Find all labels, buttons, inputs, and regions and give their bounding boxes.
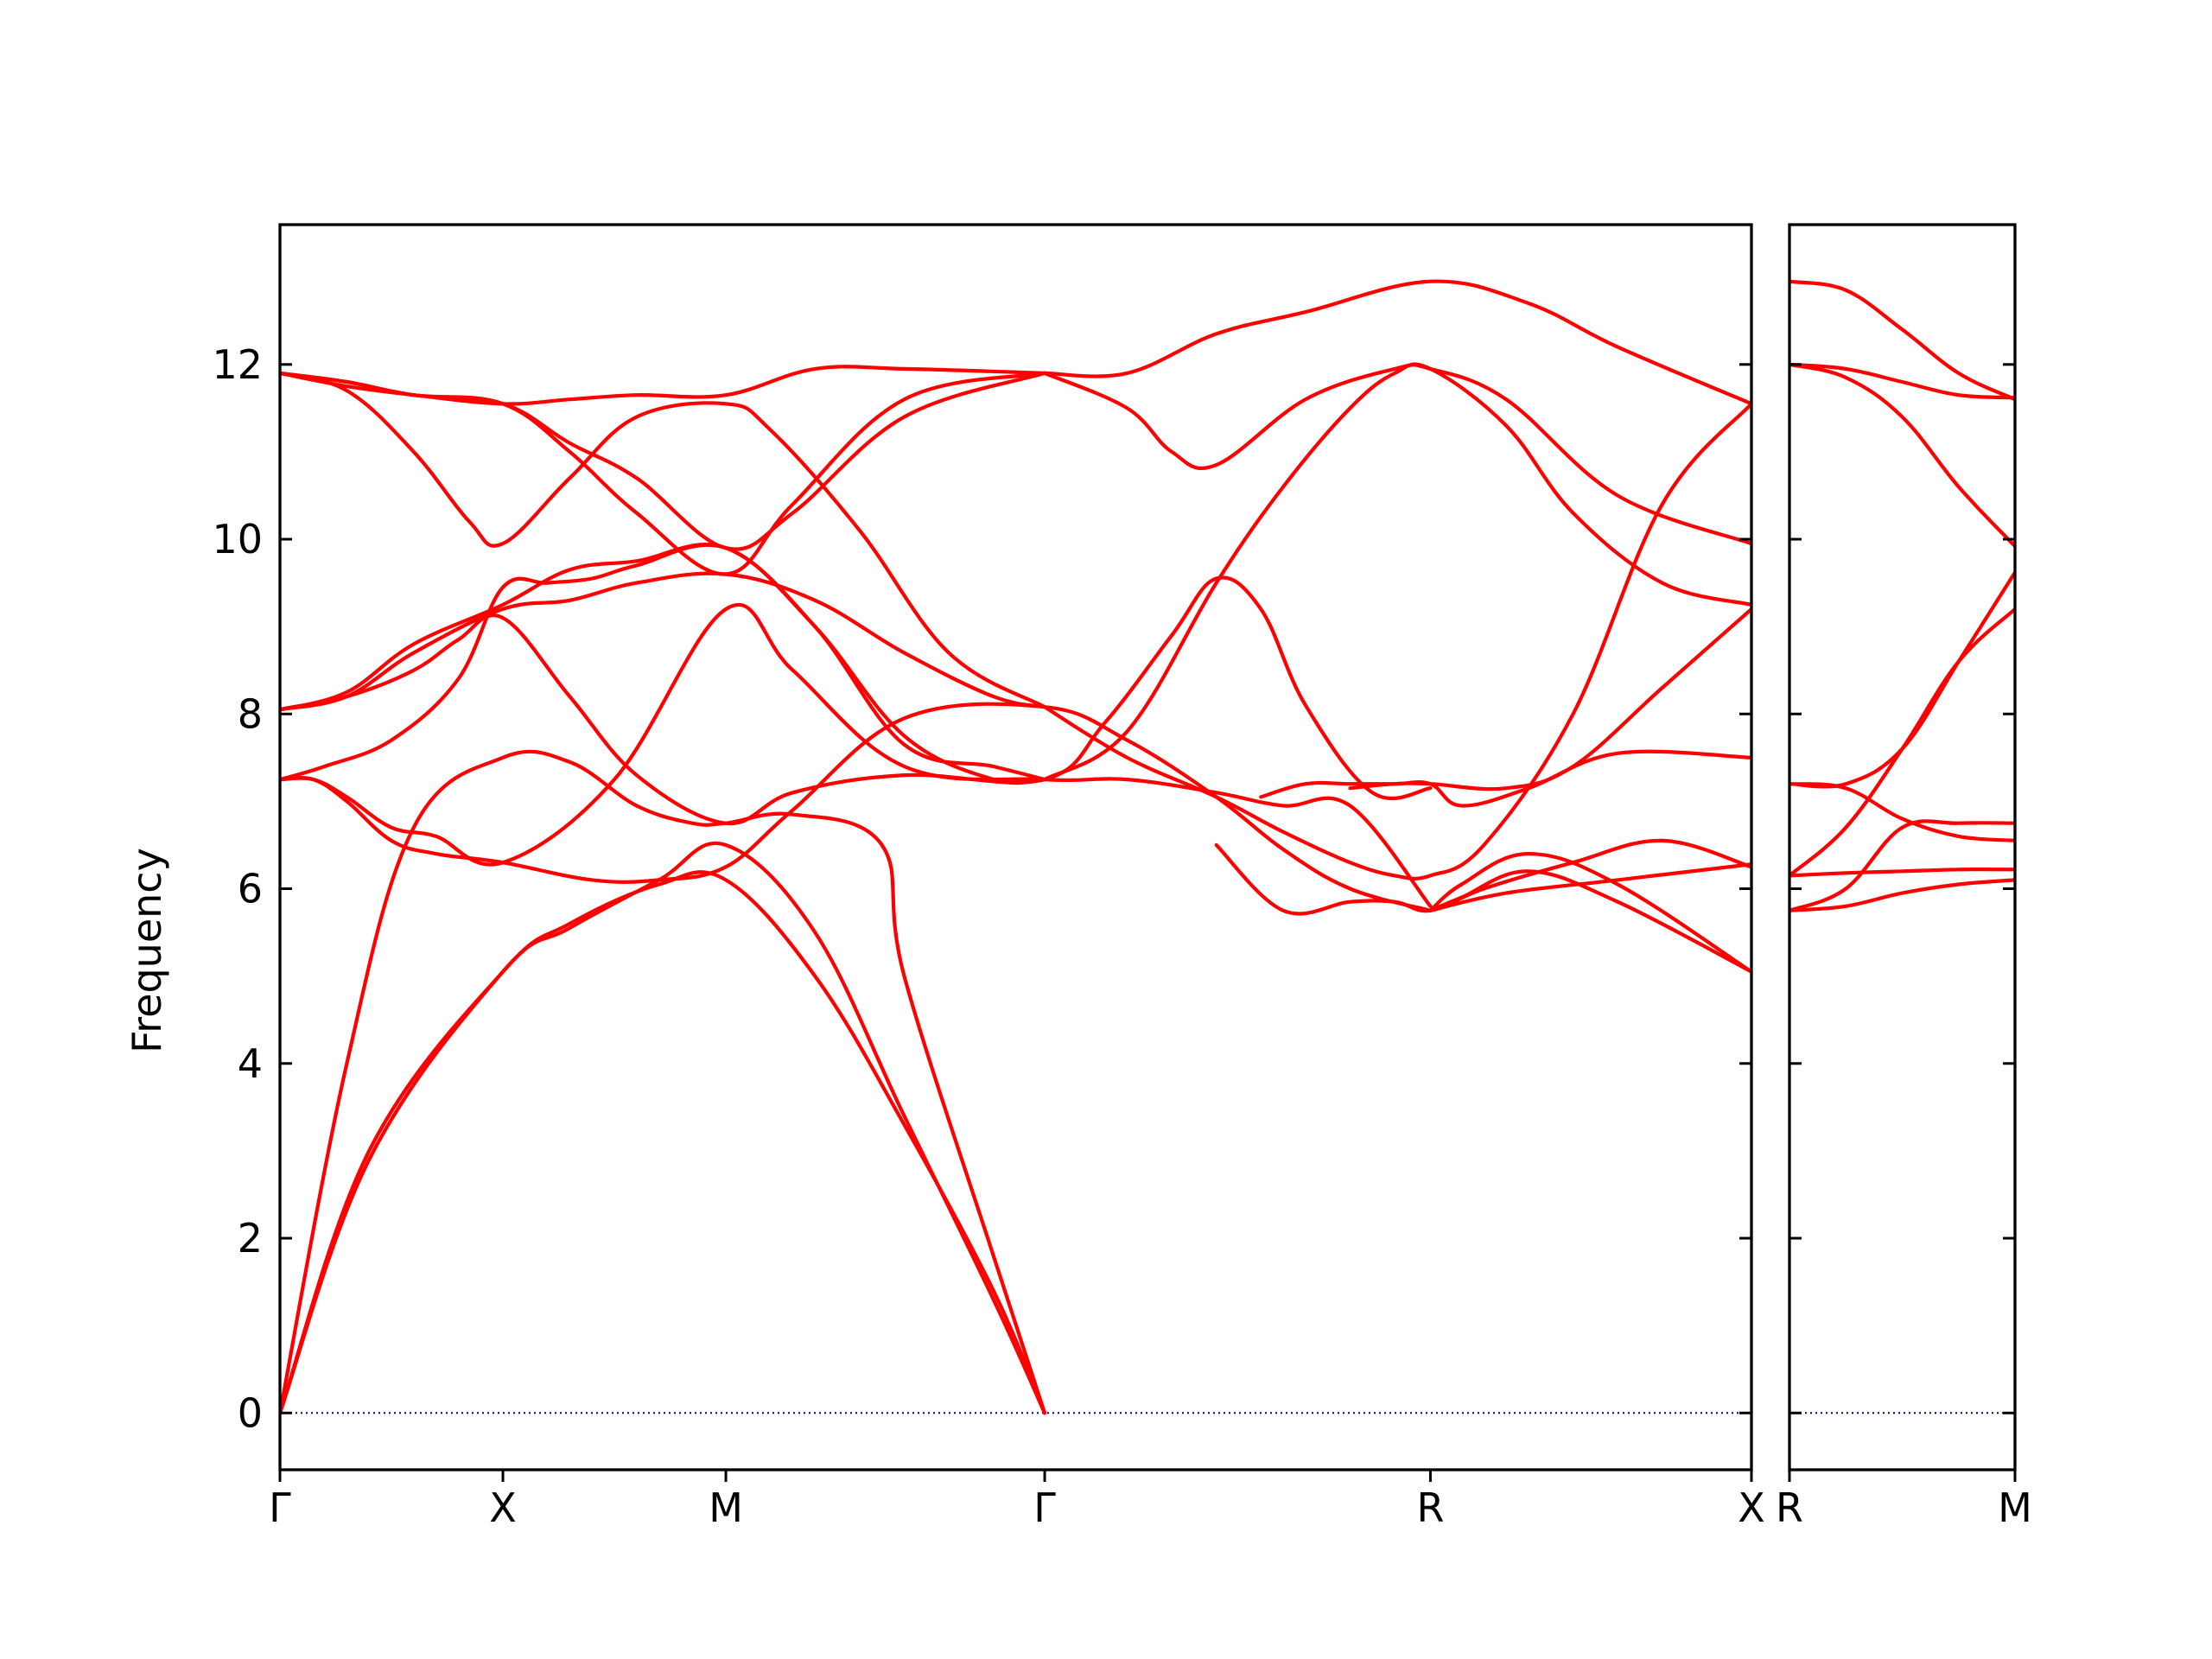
x-tick-label-left-5: R <box>1416 1484 1444 1531</box>
band-line-left-17 <box>1042 402 1751 880</box>
band-line-left-9 <box>280 543 1047 782</box>
x-tick-label-right-2: M <box>1998 1484 2032 1531</box>
band-line-right-4 <box>1789 570 2015 789</box>
y-tick-label-6: 6 <box>238 866 263 912</box>
x-tick-label-left-3: M <box>709 1484 743 1531</box>
band-line-left-16 <box>1042 362 1751 782</box>
band-line-left-6 <box>280 575 1433 826</box>
x-tick-label-left-2: X <box>489 1484 517 1531</box>
band-line-right-6 <box>1789 782 2015 842</box>
x-tick-label-left-4: Γ <box>1033 1484 1056 1531</box>
band-line-left-23 <box>1428 862 1751 912</box>
band-line-left-20 <box>1348 607 1751 791</box>
band-line-right-1 <box>1789 279 2015 402</box>
y-tick-label-8: 8 <box>238 690 263 737</box>
band-line-right-3 <box>1789 362 2015 549</box>
band-line-left-13 <box>280 371 1047 551</box>
band-lines <box>280 279 2015 1415</box>
band-line-right-8 <box>1789 868 2015 878</box>
y-tick-label-2: 2 <box>238 1215 263 1262</box>
y-tick-label-12: 12 <box>212 341 263 388</box>
band-line-left-5 <box>280 602 1433 908</box>
bands-right <box>1789 279 2015 912</box>
band-line-left-10 <box>280 371 1047 709</box>
y-tick-label-10: 10 <box>212 516 263 563</box>
band-line-left-8 <box>280 571 1047 712</box>
x-tick-label-left-6: X <box>1738 1484 1765 1531</box>
y-axis-label: Frequency <box>124 848 170 1053</box>
band-line-right-5 <box>1789 607 2015 878</box>
band-line-left-22 <box>1428 869 1751 974</box>
plot-frame-right <box>1788 223 2017 1471</box>
y-tick-label-0: 0 <box>238 1389 263 1436</box>
band-line-left-3 <box>280 749 1047 1415</box>
band-line-right-9 <box>1789 878 2015 912</box>
bands-left <box>280 279 1751 1415</box>
band-line-left-21 <box>1428 852 1751 974</box>
band-line-left-15 <box>1042 363 1751 546</box>
x-tick-label-right-1: R <box>1776 1484 1803 1531</box>
band-line-left-18 <box>1214 838 1751 916</box>
x-tick-label-left-1: Γ <box>269 1484 291 1531</box>
y-tick-label-4: 4 <box>238 1040 263 1087</box>
band-line-left-14 <box>1042 279 1751 406</box>
band-line-left-19 <box>1259 749 1751 808</box>
plot-frame-left <box>278 223 1753 1471</box>
band-line-left-12 <box>280 365 1047 406</box>
band-line-left-4 <box>280 702 1433 912</box>
band-line-left-1 <box>280 870 1047 1415</box>
band-line-right-7 <box>1789 819 2015 912</box>
band-line-left-7 <box>280 543 1047 785</box>
band-line-right-2 <box>1789 362 2015 400</box>
band-line-left-2 <box>280 841 1047 1415</box>
